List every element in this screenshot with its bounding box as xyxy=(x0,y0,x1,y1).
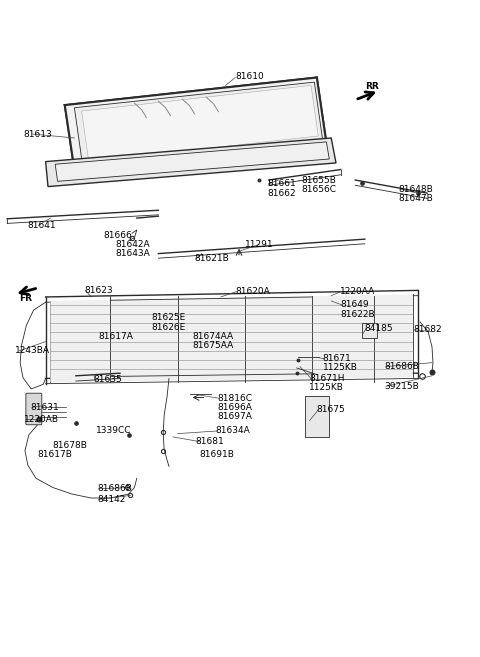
Text: 1125KB: 1125KB xyxy=(309,383,344,392)
Text: 81635: 81635 xyxy=(94,375,122,384)
Text: 81648B: 81648B xyxy=(398,185,433,194)
Polygon shape xyxy=(46,138,336,187)
Text: 81697A: 81697A xyxy=(217,412,252,421)
Text: 81620A: 81620A xyxy=(235,287,270,296)
Text: 81631: 81631 xyxy=(31,403,60,412)
Text: 1339CC: 1339CC xyxy=(96,426,132,435)
Text: 81647B: 81647B xyxy=(398,194,433,203)
Text: 1125KB: 1125KB xyxy=(323,363,358,373)
Text: 81682: 81682 xyxy=(414,325,443,334)
Polygon shape xyxy=(74,82,323,165)
FancyBboxPatch shape xyxy=(26,393,42,425)
Text: 81666: 81666 xyxy=(103,231,132,240)
Text: 11291: 11291 xyxy=(245,240,274,249)
Text: 81621B: 81621B xyxy=(194,254,229,263)
Text: 81678B: 81678B xyxy=(53,441,88,450)
Text: 81625E: 81625E xyxy=(151,313,185,323)
Text: 81656C: 81656C xyxy=(301,185,336,194)
Text: 81696A: 81696A xyxy=(217,403,252,412)
Text: 81642A: 81642A xyxy=(115,240,150,249)
Polygon shape xyxy=(82,85,318,162)
Text: 81649: 81649 xyxy=(341,300,370,309)
Text: 81617B: 81617B xyxy=(37,450,72,459)
Text: 1220AB: 1220AB xyxy=(24,415,59,424)
Text: 81675: 81675 xyxy=(317,405,346,415)
Polygon shape xyxy=(65,78,326,170)
Text: 81622B: 81622B xyxy=(341,309,375,319)
Text: 84142: 84142 xyxy=(97,495,125,504)
Text: 81634A: 81634A xyxy=(215,426,250,436)
Text: 81641: 81641 xyxy=(28,221,57,230)
Text: 81671H: 81671H xyxy=(309,374,345,383)
Text: 39215B: 39215B xyxy=(384,382,419,391)
FancyBboxPatch shape xyxy=(362,323,377,338)
Text: 81686B: 81686B xyxy=(97,484,132,493)
Text: 81626E: 81626E xyxy=(151,323,185,332)
Text: 81613: 81613 xyxy=(23,129,52,139)
Text: 81623: 81623 xyxy=(84,286,113,295)
Text: 81610: 81610 xyxy=(235,72,264,81)
Text: 81655B: 81655B xyxy=(301,175,336,185)
Text: 84185: 84185 xyxy=(365,324,394,333)
Text: FR: FR xyxy=(19,294,32,303)
Text: 81674AA: 81674AA xyxy=(192,332,233,341)
Text: 81675AA: 81675AA xyxy=(192,341,233,350)
Text: 81686B: 81686B xyxy=(384,362,419,371)
Text: 81816C: 81816C xyxy=(217,394,252,403)
Text: 81671: 81671 xyxy=(323,354,351,363)
Text: RR: RR xyxy=(365,82,379,91)
Text: 81617A: 81617A xyxy=(98,332,133,341)
Text: 81662: 81662 xyxy=(268,189,297,198)
Text: 81681: 81681 xyxy=(196,437,225,446)
Text: 81661: 81661 xyxy=(268,179,297,189)
FancyBboxPatch shape xyxy=(305,396,329,437)
Text: 1220AA: 1220AA xyxy=(340,287,375,296)
Polygon shape xyxy=(50,294,413,382)
Text: 81643A: 81643A xyxy=(115,249,150,258)
Text: 81691B: 81691B xyxy=(199,450,234,459)
Text: 1243BA: 1243BA xyxy=(15,346,50,355)
Polygon shape xyxy=(55,142,329,181)
